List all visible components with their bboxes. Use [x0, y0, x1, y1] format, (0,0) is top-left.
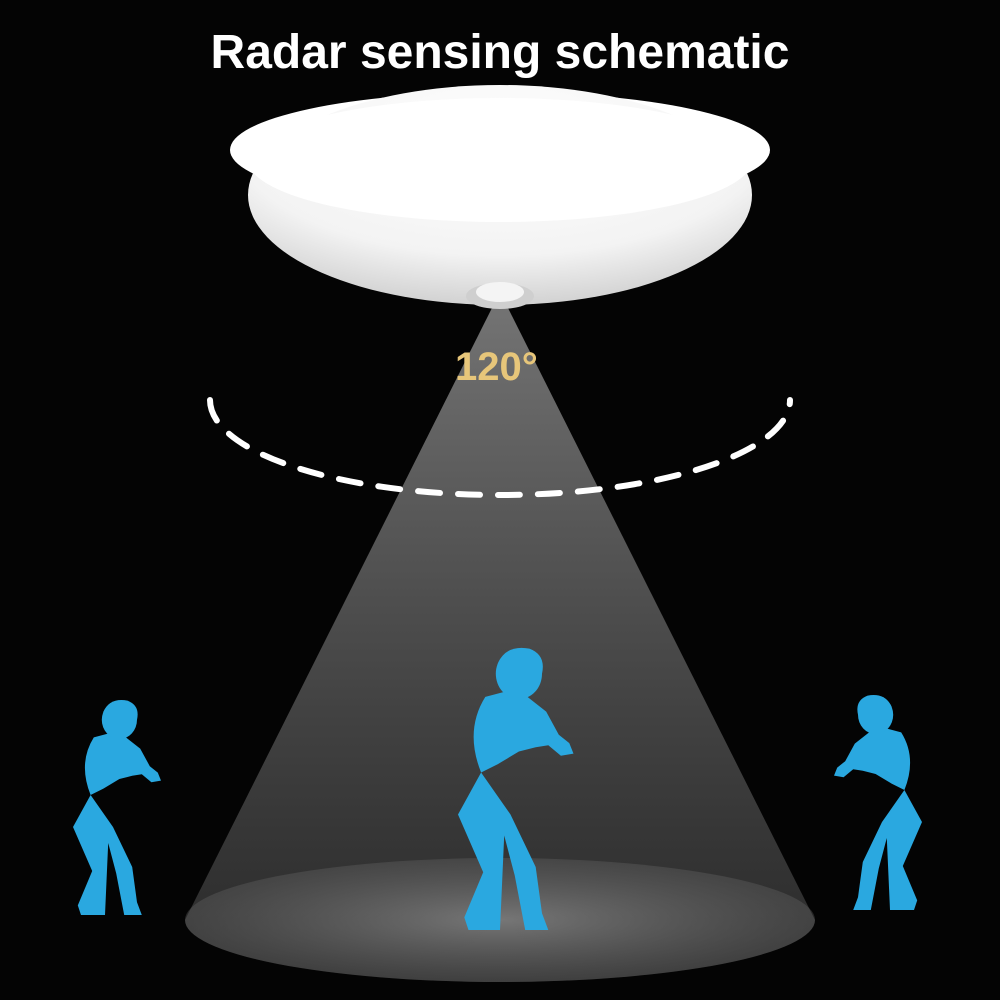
person-left [73, 700, 161, 915]
ceiling-lamp [230, 85, 770, 309]
angle-label: 120° [455, 345, 538, 390]
diagram-canvas [0, 0, 1000, 1000]
person-right [834, 695, 922, 910]
